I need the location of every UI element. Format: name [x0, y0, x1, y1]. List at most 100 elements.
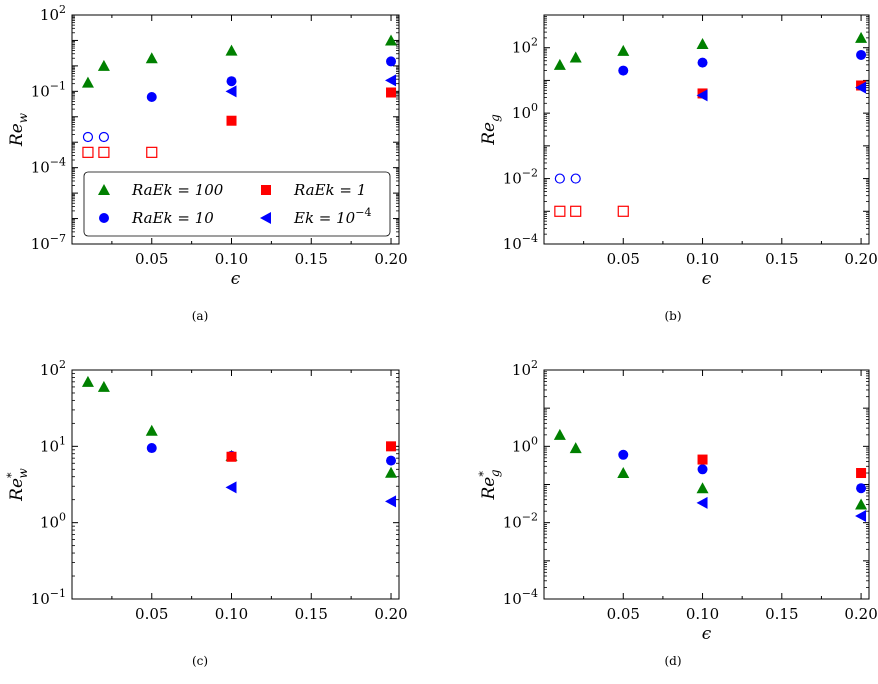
plot-frame	[543, 369, 870, 600]
plot-frame	[71, 369, 400, 600]
data-point	[617, 44, 630, 56]
panel-c: 0.05 0.10 0.15 0.20 102 101 100 10−1 Re*w (c)	[5, 358, 408, 668]
data-point	[618, 65, 629, 76]
x-tick-label: 0.10	[215, 605, 248, 623]
data-point	[226, 76, 237, 87]
x-tick-label: 0.05	[607, 250, 640, 268]
y-tick-label: 102	[40, 358, 66, 379]
data-point	[385, 495, 397, 508]
data-point	[225, 85, 237, 98]
data-point	[226, 451, 237, 462]
data-point	[697, 464, 708, 475]
data-point	[855, 509, 867, 522]
plot-frame	[71, 14, 400, 245]
y-tick-label: 101	[40, 434, 66, 455]
x-axis-label: ϵ	[702, 624, 712, 644]
y-tick-label: 10−4	[31, 156, 66, 177]
y-tick-label: 10−4	[503, 232, 538, 253]
x-tick-label: 0.05	[135, 605, 168, 623]
panel-caption: (c)	[192, 654, 208, 668]
legend-label: RaEk = 100	[131, 181, 224, 199]
y-tick-label: 10−2	[503, 511, 538, 532]
panel-caption: (a)	[192, 309, 209, 323]
data-point	[97, 380, 110, 392]
data-point	[146, 443, 157, 454]
data-point	[385, 466, 398, 478]
data-point	[554, 205, 566, 217]
data-point	[696, 496, 708, 509]
y-tick-label: 102	[512, 36, 538, 57]
legend-marker	[99, 213, 109, 223]
x-tick-label: 0.15	[765, 605, 798, 623]
data-point	[570, 205, 582, 217]
data-point	[146, 146, 158, 158]
data-point	[696, 37, 709, 49]
data-point	[225, 481, 237, 494]
y-tick-label: 102	[40, 3, 66, 24]
x-tick-label: 0.10	[686, 605, 719, 623]
x-tick-label: 0.05	[607, 605, 640, 623]
plot-frame	[543, 14, 870, 245]
panel-d: 0.05 0.10 0.15 0.20 102 100 10−2 10−4 Re*g ϵ (d)	[477, 358, 878, 668]
data-point	[386, 87, 397, 98]
y-axis-label: Reg	[479, 114, 502, 146]
legend-marker	[98, 184, 110, 195]
data-point	[569, 51, 582, 63]
x-axis-label: ϵ	[231, 269, 241, 289]
x-tick-label: 0.10	[686, 250, 719, 268]
x-tick-label: 0.10	[215, 250, 248, 268]
legend-marker	[260, 212, 271, 224]
data-point	[82, 131, 94, 143]
y-tick-label: 10−4	[503, 587, 538, 608]
data-point	[855, 31, 868, 43]
x-tick-label: 0.20	[844, 605, 877, 623]
y-axis-label: Rew	[7, 112, 30, 147]
panel-caption: (b)	[664, 309, 681, 323]
panel-caption: (d)	[664, 654, 681, 668]
x-tick-label: 0.20	[844, 250, 877, 268]
legend-marker	[261, 185, 271, 195]
data-point	[855, 498, 868, 510]
data-point	[385, 34, 398, 46]
data-point	[569, 442, 582, 454]
panel-a: 0.05 0.10 0.15 0.20 102 10−1 10−4 10−7 Rew ϵ (a)	[7, 3, 408, 323]
y-tick-label: 102	[512, 358, 538, 379]
data-point	[855, 81, 867, 94]
x-tick-label: 0.20	[374, 250, 407, 268]
legend-box	[83, 171, 391, 237]
y-axis-label: Re*w	[5, 467, 30, 501]
data-point	[553, 428, 566, 440]
data-point	[386, 56, 397, 67]
data-point	[553, 58, 566, 70]
data-point	[554, 173, 565, 184]
y-tick-label: 10−1	[31, 587, 66, 608]
x-tick-label: 0.15	[295, 250, 328, 268]
data-point	[98, 146, 110, 158]
y-tick-label: 100	[40, 511, 66, 532]
x-tick-label: 0.20	[374, 605, 407, 623]
x-axis-label: ϵ	[702, 269, 712, 289]
x-tick-label: 0.15	[295, 605, 328, 623]
data-point	[386, 455, 397, 466]
y-axis-label: Re*g	[477, 469, 502, 500]
legend-label: RaEk = 10	[131, 209, 214, 227]
data-point	[97, 59, 110, 71]
data-point	[226, 115, 237, 126]
panel-b: 0.05 0.10 0.15 0.20 102 100 10−2 10−4 Reg ϵ (b)	[479, 14, 878, 323]
data-point	[385, 74, 397, 87]
data-point	[386, 441, 397, 452]
data-point	[697, 454, 708, 465]
y-tick-label: 100	[512, 434, 538, 455]
data-point	[856, 468, 867, 479]
data-point	[856, 483, 867, 494]
data-point	[98, 131, 110, 143]
data-point	[697, 57, 708, 68]
data-point	[617, 467, 630, 479]
data-point	[570, 173, 581, 184]
y-tick-label: 100	[512, 101, 538, 122]
data-point	[617, 205, 629, 217]
data-point	[696, 89, 708, 102]
data-point	[146, 91, 157, 102]
data-point	[81, 76, 94, 88]
